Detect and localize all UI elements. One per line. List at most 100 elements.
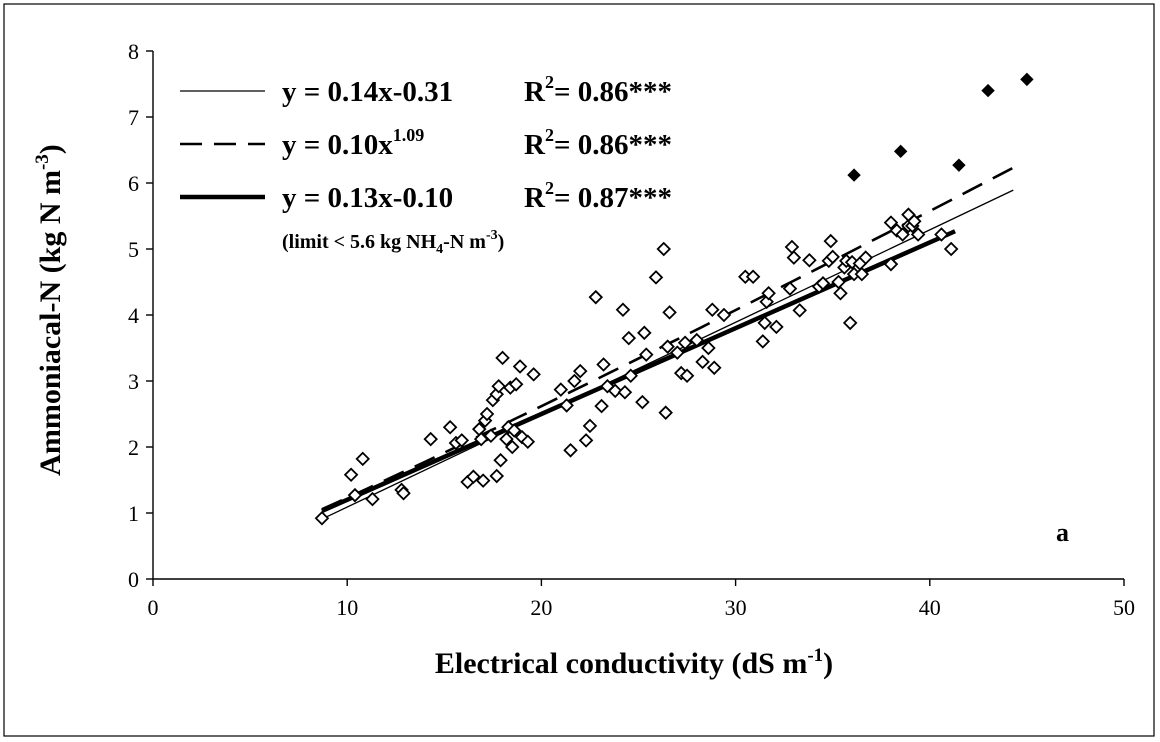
- data-point-open-diamond: [689, 332, 705, 348]
- data-point-open-diamond: [567, 373, 582, 389]
- data-point-open-diamond: [495, 350, 510, 366]
- y-tick-label: 5: [128, 237, 139, 262]
- data-point-open-diamond: [662, 305, 677, 320]
- data-point-open-diamond: [615, 302, 631, 317]
- data-point-open-diamond: [705, 302, 720, 317]
- data-point-open-diamond: [506, 423, 522, 438]
- data-point-open-diamond: [491, 379, 506, 394]
- x-tick-label: 10: [336, 595, 358, 620]
- data-point-open-diamond: [423, 431, 438, 447]
- data-point-open-diamond: [594, 398, 609, 414]
- data-point-filled-diamond: [847, 168, 861, 182]
- y-axis-title: Ammoniacal-N (kg N m-3): [32, 144, 67, 476]
- data-point-open-diamond: [623, 368, 639, 383]
- x-tick-label: 0: [148, 595, 159, 620]
- data-point-open-diamond: [895, 227, 910, 242]
- x-tick-label: 50: [1113, 595, 1135, 620]
- data-point-open-diamond: [825, 249, 840, 265]
- data-point-open-diamond: [347, 487, 363, 503]
- data-point-open-diamond: [578, 433, 594, 448]
- data-point-open-diamond: [910, 227, 926, 242]
- y-tick-label: 8: [128, 39, 139, 64]
- y-tick-label: 0: [128, 567, 139, 592]
- panel-label: a: [1056, 518, 1069, 547]
- data-point-filled-diamond: [893, 144, 908, 159]
- data-point-open-diamond: [745, 269, 761, 284]
- data-point-open-diamond: [761, 285, 776, 301]
- data-point-open-diamond: [493, 452, 508, 468]
- data-point-open-diamond: [442, 419, 458, 435]
- legend-entry-2-r2: R2= 0.86***: [524, 125, 672, 161]
- data-point-open-diamond: [475, 473, 491, 488]
- legend: y = 0.14x-0.31 R2= 0.86*** y = 0.10x1.09…: [180, 72, 672, 257]
- data-point-open-diamond: [617, 384, 633, 400]
- x-ticks: 0 10 20 30 40 50: [148, 579, 1135, 620]
- data-point-open-diamond: [466, 469, 481, 484]
- data-point-open-diamond: [454, 433, 470, 448]
- legend-entry-2-equation: y = 0.10x1.09: [282, 125, 424, 161]
- data-point-filled-diamond: [1020, 72, 1034, 87]
- data-point-open-diamond: [670, 345, 685, 360]
- data-point-open-diamond: [314, 511, 330, 526]
- data-point-open-diamond: [656, 241, 672, 257]
- legend-entry-3-equation: y = 0.13x-0.10: [282, 182, 453, 214]
- legend-entry-1-equation: y = 0.14x-0.31: [282, 76, 453, 108]
- data-point-open-diamond: [716, 307, 732, 323]
- data-point-open-diamond: [483, 428, 499, 444]
- data-point-open-diamond: [596, 357, 611, 372]
- data-point-filled-diamond: [952, 158, 966, 172]
- data-point-open-diamond: [701, 340, 716, 356]
- data-point-open-diamond: [906, 214, 922, 229]
- y-tick-label: 6: [128, 171, 139, 196]
- data-point-open-diamond: [553, 382, 569, 397]
- data-point-open-diamond: [582, 418, 598, 434]
- x-tick-label: 30: [725, 595, 747, 620]
- data-point-open-diamond: [355, 451, 371, 467]
- data-point-open-diamond: [512, 359, 528, 374]
- data-point-open-diamond: [706, 360, 722, 376]
- data-point-open-diamond: [755, 334, 771, 349]
- fit-line-thick-solid: [321, 229, 956, 514]
- data-point-open-diamond: [607, 383, 623, 399]
- legend-entry-3-r2: R2= 0.87***: [524, 178, 672, 214]
- data-point-open-diamond: [648, 270, 664, 285]
- data-point-open-diamond: [792, 303, 807, 318]
- data-point-open-diamond: [802, 252, 817, 268]
- data-point-open-diamond: [679, 368, 695, 383]
- data-point-open-diamond: [520, 434, 536, 449]
- data-point-open-diamond: [635, 394, 650, 410]
- data-point-open-diamond: [883, 256, 899, 272]
- y-tick-label: 1: [128, 501, 139, 526]
- data-point-open-diamond: [883, 215, 899, 230]
- data-point-open-diamond: [563, 443, 578, 458]
- data-point-open-diamond: [757, 315, 773, 331]
- y-tick-label: 4: [128, 303, 139, 328]
- data-point-open-diamond: [572, 363, 588, 379]
- data-point-open-diamond: [660, 339, 675, 354]
- x-axis-title: Electrical conductivity (dS m-1): [435, 645, 833, 680]
- data-point-open-diamond: [396, 485, 411, 501]
- data-point-open-diamond: [508, 377, 524, 392]
- data-point-open-diamond: [343, 467, 359, 482]
- data-points: [314, 72, 1034, 526]
- data-point-open-diamond: [769, 319, 784, 335]
- data-point-open-diamond: [854, 266, 870, 282]
- data-point-open-diamond: [499, 431, 514, 447]
- legend-limit-note: (limit < 5.6 kg NH4-N m-3): [282, 228, 504, 257]
- data-point-open-diamond: [365, 491, 380, 507]
- x-tick-label: 40: [919, 595, 941, 620]
- data-point-filled-diamond: [981, 83, 995, 98]
- data-point-open-diamond: [934, 227, 949, 242]
- data-point-open-diamond: [526, 367, 541, 382]
- data-point-open-diamond: [815, 276, 831, 291]
- x-tick-label: 20: [530, 595, 552, 620]
- legend-entry-1-r2: R2= 0.86***: [524, 72, 672, 108]
- data-point-open-diamond: [621, 330, 637, 346]
- data-point-open-diamond: [479, 406, 495, 422]
- data-point-open-diamond: [504, 439, 520, 455]
- data-point-open-diamond: [637, 325, 652, 341]
- data-point-open-diamond: [588, 289, 604, 305]
- data-point-open-diamond: [858, 250, 873, 265]
- data-point-open-diamond: [833, 285, 848, 301]
- y-ticks: 0 1 2 3 4 5 6 7 8: [128, 39, 153, 592]
